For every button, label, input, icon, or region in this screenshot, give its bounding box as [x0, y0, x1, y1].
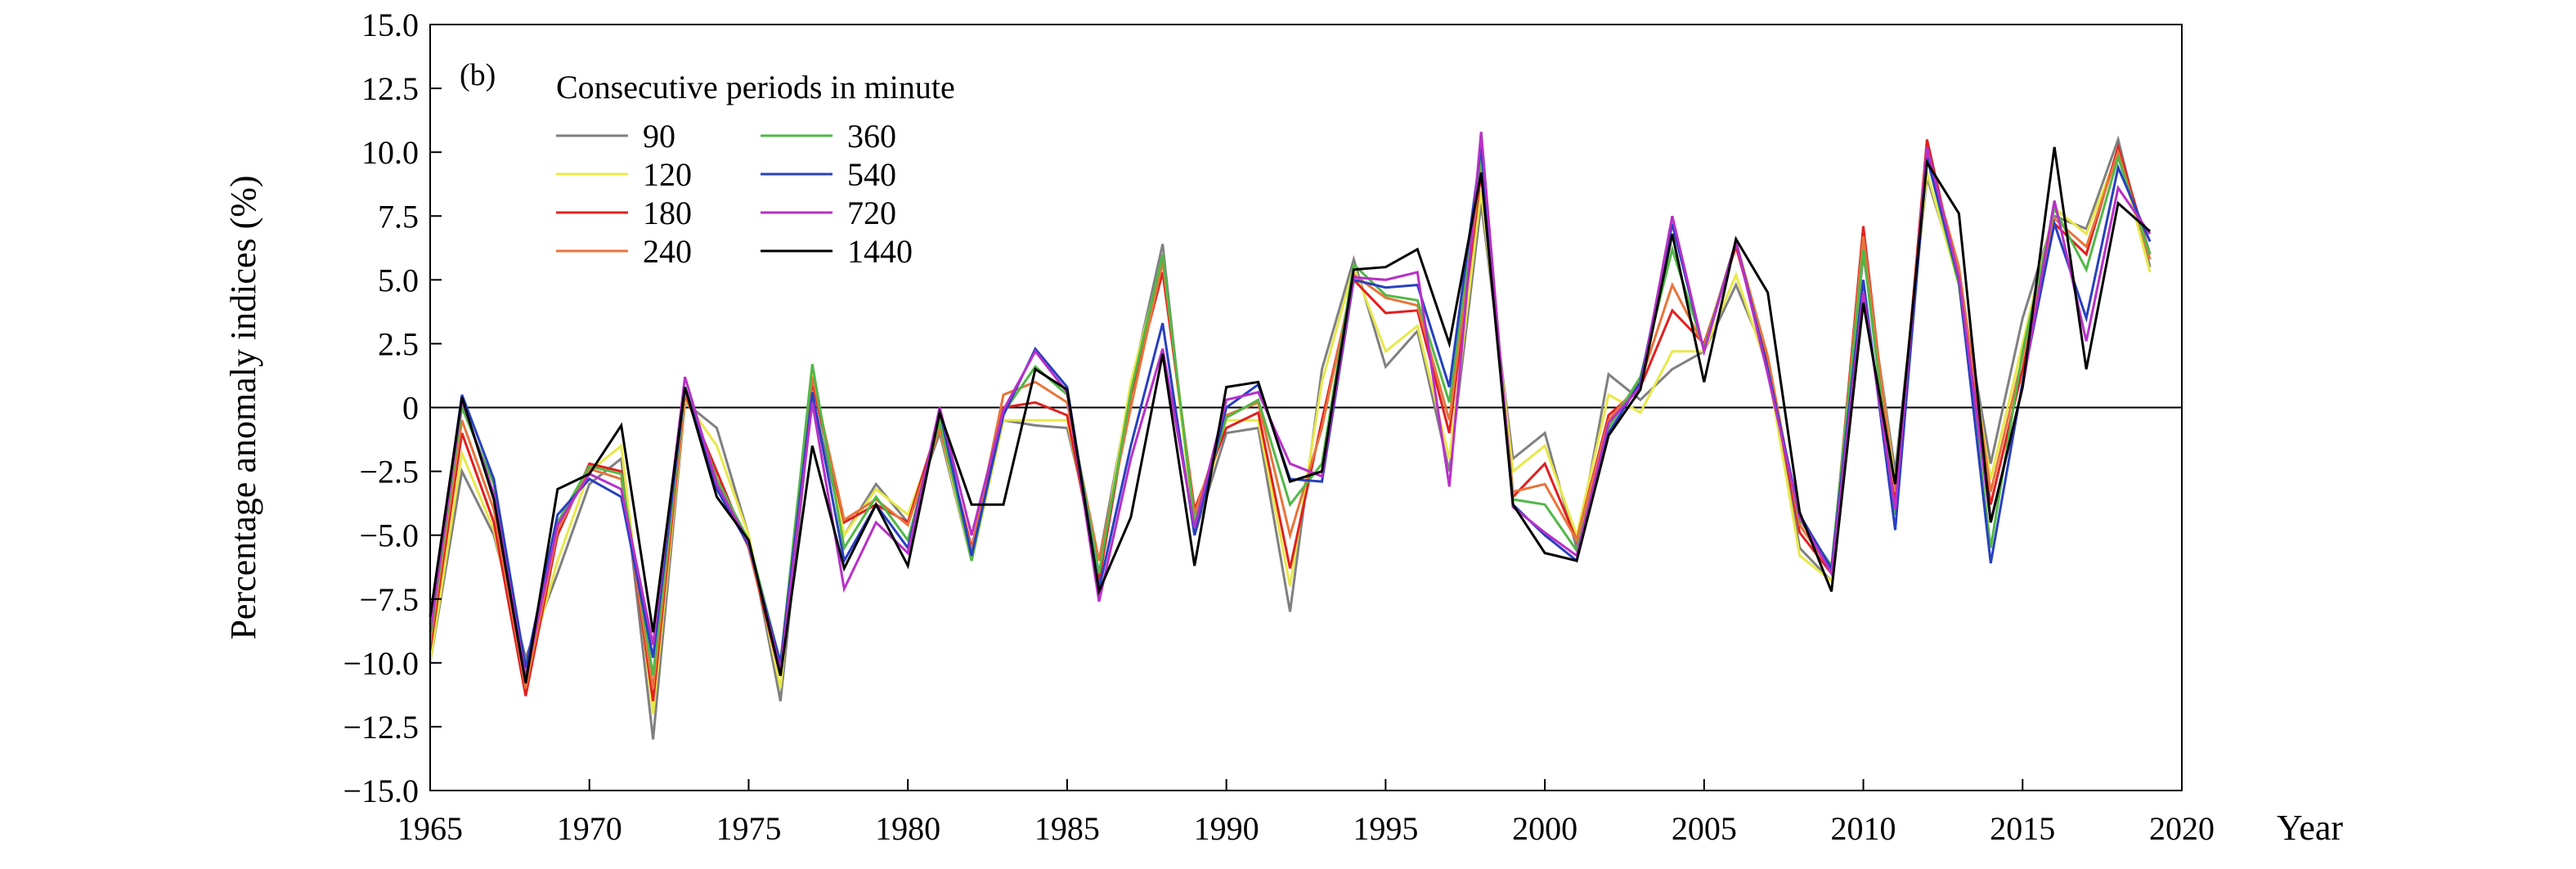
legend-label-1440: 1440 — [847, 233, 913, 270]
y-tick-label: 2.5 — [378, 325, 419, 362]
series-line-360 — [429, 153, 2152, 676]
x-tick-label: 1985 — [1034, 810, 1100, 847]
legend-label-360: 360 — [847, 118, 896, 155]
y-tick-label: 7.5 — [378, 198, 419, 235]
x-tick-label: 2015 — [1990, 810, 2055, 847]
x-tick-label: 1965 — [397, 810, 463, 847]
x-tick-label: 2005 — [1672, 810, 1737, 847]
x-tick-label: 1975 — [716, 810, 781, 847]
legend: Consecutive periods in minute 9012018024… — [556, 69, 955, 270]
legend-label-90: 90 — [643, 118, 675, 155]
x-tick-label: 1970 — [557, 810, 622, 847]
series-line-180 — [429, 139, 2152, 701]
y-axis: 15.0 12.5 10.0 7.5 5.0 2.5 0 −2.5 −5.0 −7.5 −10.0 −… — [343, 7, 442, 809]
y-tick-label: 10.0 — [361, 134, 419, 171]
y-tick-label: 12.5 — [361, 70, 419, 107]
y-tick-label: −12.5 — [343, 709, 419, 746]
y-tick-label: 0 — [402, 390, 419, 427]
x-tick-label: 1980 — [875, 810, 940, 847]
y-tick-label: 5.0 — [378, 262, 419, 298]
x-tick-label: 2010 — [1831, 810, 1896, 847]
y-tick-label: 15.0 — [361, 7, 419, 43]
y-tick-label: −5.0 — [359, 517, 419, 554]
x-axis-title: Year — [2277, 808, 2343, 848]
x-axis: 1965 1970 1975 1980 1985 1990 1995 2000 2005 2010… — [397, 779, 2215, 847]
legend-title: Consecutive periods in minute — [556, 69, 955, 105]
y-axis-title: Percentage anomaly indices (%) — [223, 175, 263, 639]
x-tick-label: 1990 — [1194, 810, 1259, 847]
series-line-1440 — [429, 146, 2152, 684]
legend-label-540: 540 — [847, 156, 896, 193]
legend-label-240: 240 — [643, 233, 692, 270]
x-tick-label: 1995 — [1353, 810, 1418, 847]
x-tick-label: 2000 — [1512, 810, 1577, 847]
legend-label-720: 720 — [847, 195, 896, 231]
series-line-720 — [429, 132, 2152, 679]
legend-label-180: 180 — [643, 195, 692, 231]
y-tick-label: −10.0 — [343, 645, 419, 682]
y-tick-label: −2.5 — [359, 454, 419, 490]
y-tick-label: −15.0 — [343, 773, 419, 809]
y-tick-label: −7.5 — [359, 581, 419, 618]
series-layer — [429, 132, 2152, 740]
panel-label: (b) — [460, 58, 496, 92]
x-tick-label: 2020 — [2149, 810, 2215, 847]
legend-label-120: 120 — [643, 156, 692, 193]
